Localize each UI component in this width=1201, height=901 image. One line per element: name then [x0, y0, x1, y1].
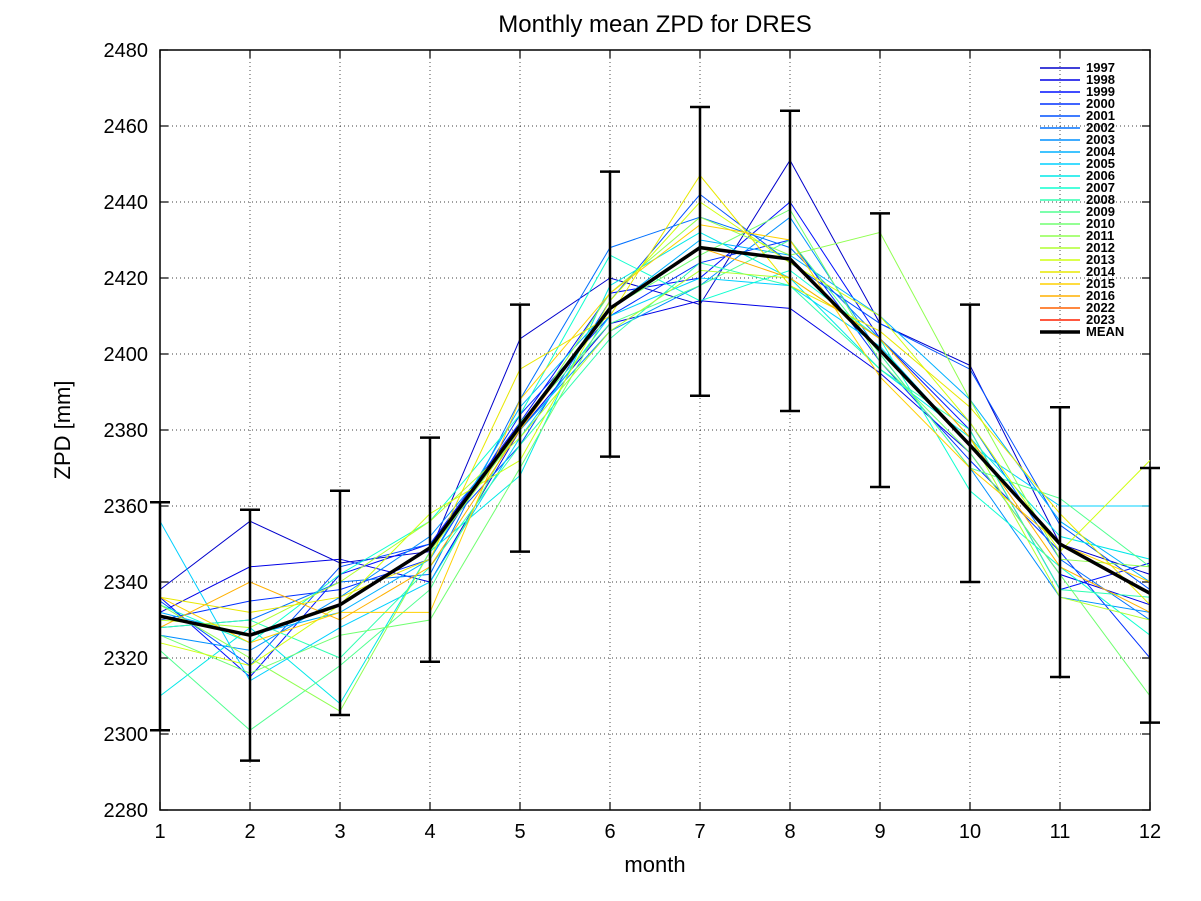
ytick-label: 2420 — [104, 268, 149, 290]
y-axis-label: ZPD [mm] — [50, 381, 75, 480]
xtick-label: 11 — [1050, 821, 1071, 843]
xtick-label: 8 — [784, 821, 795, 843]
chart-title: Monthly mean ZPD for DRES — [498, 11, 811, 38]
ytick-label: 2380 — [104, 420, 149, 442]
xtick-label: 9 — [874, 821, 885, 843]
ytick-label: 2280 — [104, 800, 149, 822]
xtick-label: 5 — [514, 821, 525, 843]
ytick-label: 2360 — [104, 496, 149, 518]
ytick-label: 2400 — [104, 344, 149, 366]
ytick-label: 2440 — [104, 192, 149, 214]
xtick-label: 12 — [1139, 821, 1161, 843]
ytick-label: 2480 — [104, 40, 149, 62]
xtick-label: 10 — [959, 821, 981, 843]
ytick-label: 2320 — [104, 648, 149, 670]
xtick-label: 6 — [604, 821, 615, 843]
chart-svg: 1234567891011122280230023202340236023802… — [0, 0, 1201, 901]
xtick-label: 3 — [334, 821, 345, 843]
ytick-label: 2460 — [104, 116, 149, 138]
xtick-label: 2 — [244, 821, 255, 843]
xtick-label: 4 — [424, 821, 435, 843]
xtick-label: 7 — [694, 821, 705, 843]
chart-container: 1234567891011122280230023202340236023802… — [0, 0, 1201, 901]
ytick-label: 2340 — [104, 572, 149, 594]
xtick-label: 1 — [154, 821, 165, 843]
x-axis-label: month — [624, 852, 685, 877]
ytick-label: 2300 — [104, 724, 149, 746]
legend-label: MEAN — [1086, 324, 1124, 339]
